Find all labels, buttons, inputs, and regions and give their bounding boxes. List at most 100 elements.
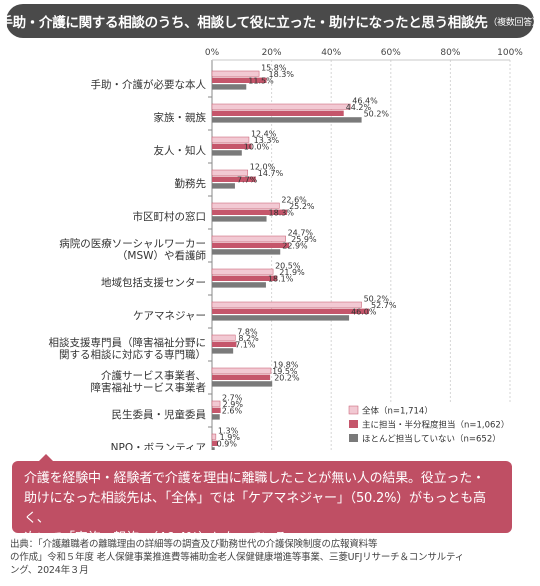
bar [212,381,273,387]
bar [212,315,350,321]
data-label: 25.2% [289,202,315,211]
bar [211,334,236,341]
data-label: 19.5% [272,367,298,376]
data-label: 1.9% [220,433,241,442]
chart-title-note: （複数回答） [488,17,540,28]
source-citation: 出典：「介護離職者の離職理由の詳細等の調査及び勤務世代の介護保険制度の広報資料等… [10,538,530,577]
x-tick-label: 40% [321,48,341,58]
data-label: 2.9% [223,400,244,409]
bar [212,414,220,420]
category-label: 病院の医療ソーシャルワーカー [59,237,206,250]
bar [211,136,250,143]
bar [212,216,267,222]
summary-pointer [38,454,54,462]
source-line-2: の作成」令和５年度 老人保健事業推進費等補助金老人保健健康増進等事業、三菱UFJ… [10,552,464,563]
summary-line-2: 助けになった相談先は、「全体」では「ケアマネジャー」（50.2%）がもっとも高く… [24,491,486,526]
bar [212,110,344,116]
data-label: 8.2% [238,334,259,343]
category-label: （MSW）や看護師 [117,249,207,262]
data-label: 14.7% [258,169,284,178]
bar [212,407,221,413]
chart-title: 手助・介護に関する相談のうち、相談して役に立った・助けになったと思う相談先 [0,15,488,31]
data-label: 18.3% [269,70,295,79]
data-label: 18.3% [269,209,295,218]
bar [211,169,249,176]
data-label: 2.7% [222,394,243,403]
bar [212,143,252,149]
legend-label: 主に担当・半分程度担当（n=1,062） [362,420,509,431]
bar [212,341,237,347]
data-label: 10.0% [244,143,270,152]
bar [211,400,221,407]
data-label: 44.2% [346,103,372,112]
bar [212,249,281,255]
bar [211,235,286,242]
bar [212,275,278,281]
x-tick-label: 60% [381,48,401,58]
data-label: 2.6% [222,407,243,416]
data-label: 13.3% [254,136,280,145]
legend-swatch [348,405,359,415]
bar [212,183,235,189]
category-label: 家族・親族 [154,111,207,124]
data-label: 52.7% [371,301,397,310]
legend-swatch [349,420,358,428]
category-label: 友人・知人 [154,144,207,157]
bar [211,103,351,110]
data-label: 20.2% [274,374,300,383]
bar [212,150,242,156]
data-label: 22.9% [282,242,308,251]
summary-line-3: 次いで「家族・親族」（46.4%）となっている [24,531,287,546]
data-label: 7.1% [235,341,256,350]
bar-chart: 0% 20% 40% 60% 80% 100%手助・介護が必要な本人15.8%18.3%1… [49,48,523,450]
bar [212,374,271,380]
data-label: 1.3% [218,427,239,436]
category-label: 手助・介護が必要な本人 [91,78,207,91]
bar [212,77,267,83]
bar [212,440,218,446]
data-label: 46.4% [352,97,378,106]
data-label: 25.9% [291,235,317,244]
category-label: 障害福祉サービス事業者 [91,381,207,394]
category-label: NPO・ボランティア [111,442,206,450]
category-label: 介護サービス事業者、 [101,369,206,382]
bar [212,117,362,123]
source-line-1: 出典：「介護離職者の離職理由の詳細等の調査及び勤務世代の介護保険制度の広報資料等 [10,539,378,550]
summary-box: 介護を経験中・経験者で介護を理由に離職したことが無い人の結果。役立った・ 助けに… [12,461,512,546]
category-label: 地域包括支援センター [101,276,206,289]
data-label: 19.8% [273,361,299,370]
category-label: ケアマネジャー [133,310,206,322]
bar [212,84,247,90]
data-label: 46.0% [351,308,377,317]
data-label: 22.6% [281,196,307,205]
bar [212,242,290,248]
bar [212,209,288,215]
data-label: 50.2% [364,295,390,304]
bar [211,70,260,77]
data-label: 50.2% [364,110,390,119]
category-label: 勤務先 [175,177,207,190]
data-label: 12.4% [251,130,277,139]
data-label: 24.7% [288,229,314,238]
data-label: 15.8% [261,64,287,73]
x-tick-label: 80% [440,48,460,58]
data-label: 21.9% [279,268,305,277]
x-tick-label: 100% [497,48,523,58]
legend-label: 全体（n=1,714） [362,406,433,417]
x-tick-label: 20% [262,48,282,58]
chart-title-bar: 手助・介護に関する相談のうち、相談して役に立った・助けになったと思う相談先 （複数… [0,4,540,38]
bar [212,282,266,288]
x-tick-label: 0% [205,48,220,58]
data-label: 12.0% [250,163,276,172]
bar [211,301,362,308]
category-label: 民生委員・児童委員 [112,408,207,421]
legend-swatch [349,434,358,442]
bar [211,367,272,374]
data-label: 7.8% [237,328,258,337]
bar [211,202,280,209]
data-label: 11.5% [248,77,274,86]
summary-line-1: 介護を経験中・経験者で介護を理由に離職したことが無い人の結果。役立った・ [24,471,485,486]
category-label: 関する相談に対応する専門職） [59,348,206,361]
source-line-3: ング、2024年３月 [10,565,89,576]
data-label: 0.9% [217,440,238,449]
